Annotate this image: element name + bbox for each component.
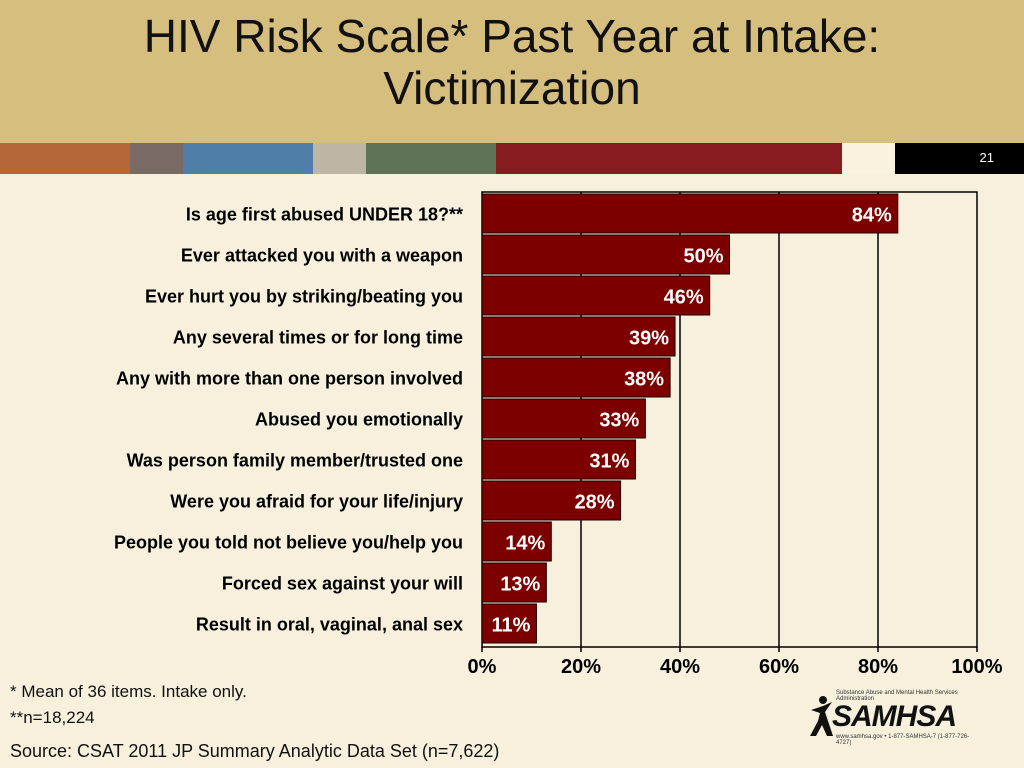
logo-wordmark: SAMHSA bbox=[832, 700, 957, 733]
bar bbox=[481, 521, 552, 562]
stripe-segment bbox=[313, 143, 366, 174]
bar bbox=[481, 316, 676, 357]
stripe-segment bbox=[0, 143, 130, 174]
x-tick-label: 80% bbox=[858, 656, 898, 678]
category-label: Any with more than one person involved bbox=[116, 369, 463, 389]
x-tick-label: 60% bbox=[759, 656, 799, 678]
category-label: Is age first abused UNDER 18?** bbox=[186, 205, 463, 225]
category-label: Result in oral, vaginal, anal sex bbox=[196, 615, 463, 635]
bar bbox=[481, 603, 537, 644]
category-label: Ever attacked you with a weapon bbox=[181, 246, 463, 266]
data-label: 50% bbox=[683, 246, 723, 268]
footnote-mean: * Mean of 36 items. Intake only. bbox=[10, 682, 247, 701]
stripe-segment bbox=[842, 143, 895, 174]
data-label: 33% bbox=[599, 410, 639, 432]
logo-contact: www.samhsa.gov • 1-877-SAMHSA-7 (1-877-7… bbox=[836, 734, 970, 746]
title-line-2: Victimization bbox=[383, 62, 641, 114]
slide-title: HIV Risk Scale* Past Year at Intake: Vic… bbox=[0, 10, 1024, 114]
data-label: 14% bbox=[505, 533, 545, 555]
figure-icon bbox=[810, 696, 833, 736]
data-label: 11% bbox=[492, 615, 531, 637]
slide-number-bar: 21 bbox=[895, 143, 1024, 174]
samhsa-logo: Substance Abuse and Mental Health Servic… bbox=[806, 688, 976, 746]
data-label: 31% bbox=[589, 451, 629, 473]
bar bbox=[481, 562, 547, 603]
bar-chart: 0% 20% 40% 60% 80% 100% Is age first abused UN… bbox=[114, 191, 1003, 678]
bar bbox=[481, 275, 711, 316]
x-tick-label: 20% bbox=[561, 656, 601, 678]
stripe-segment bbox=[130, 143, 183, 174]
bar bbox=[481, 439, 636, 480]
bar bbox=[481, 480, 622, 521]
category-label: Forced sex against your will bbox=[222, 574, 463, 594]
title-line-1: HIV Risk Scale* Past Year at Intake: bbox=[143, 10, 881, 62]
stripe-segment bbox=[183, 143, 313, 174]
bar bbox=[481, 234, 730, 275]
category-label: Was person family member/trusted one bbox=[127, 451, 463, 471]
bar bbox=[481, 398, 646, 439]
data-label: 28% bbox=[575, 492, 615, 514]
bar bbox=[481, 357, 671, 398]
x-tick-label: 100% bbox=[951, 656, 1002, 678]
data-label: 84% bbox=[852, 205, 892, 227]
footnote-n: **n=18,224 bbox=[10, 708, 95, 727]
category-label: Abused you emotionally bbox=[255, 410, 463, 430]
category-label: Were you afraid for your life/injury bbox=[170, 492, 463, 512]
data-label: 39% bbox=[629, 328, 669, 350]
slide-number: 21 bbox=[979, 150, 994, 165]
logo-tagline: Substance Abuse and Mental Health Servic… bbox=[836, 690, 958, 702]
source-note: Source: CSAT 2011 JP Summary Analytic Da… bbox=[10, 741, 500, 761]
stripe-segment bbox=[366, 143, 496, 174]
data-label: 46% bbox=[664, 287, 704, 309]
category-label: People you told not believe you/help you bbox=[114, 533, 463, 553]
data-label: 38% bbox=[624, 369, 664, 391]
data-label: 13% bbox=[500, 574, 540, 596]
bar bbox=[481, 193, 899, 234]
category-label: Any several times or for long time bbox=[173, 328, 463, 348]
category-label: Ever hurt you by striking/beating you bbox=[145, 287, 463, 307]
stripe-segment bbox=[496, 143, 842, 174]
x-tick-label: 40% bbox=[660, 656, 700, 678]
title-band bbox=[0, 0, 1024, 143]
x-tick-label: 0% bbox=[468, 656, 497, 678]
